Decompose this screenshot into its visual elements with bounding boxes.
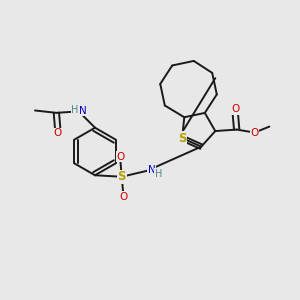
Text: O: O — [53, 128, 62, 138]
Text: H: H — [71, 106, 79, 116]
Text: H: H — [154, 169, 162, 179]
Text: O: O — [231, 104, 239, 114]
Text: O: O — [250, 128, 259, 137]
Text: O: O — [119, 192, 128, 202]
Text: N: N — [79, 106, 87, 116]
Text: N: N — [148, 165, 155, 175]
Text: O: O — [116, 152, 124, 161]
Text: S: S — [178, 132, 186, 145]
Text: S: S — [118, 170, 126, 183]
